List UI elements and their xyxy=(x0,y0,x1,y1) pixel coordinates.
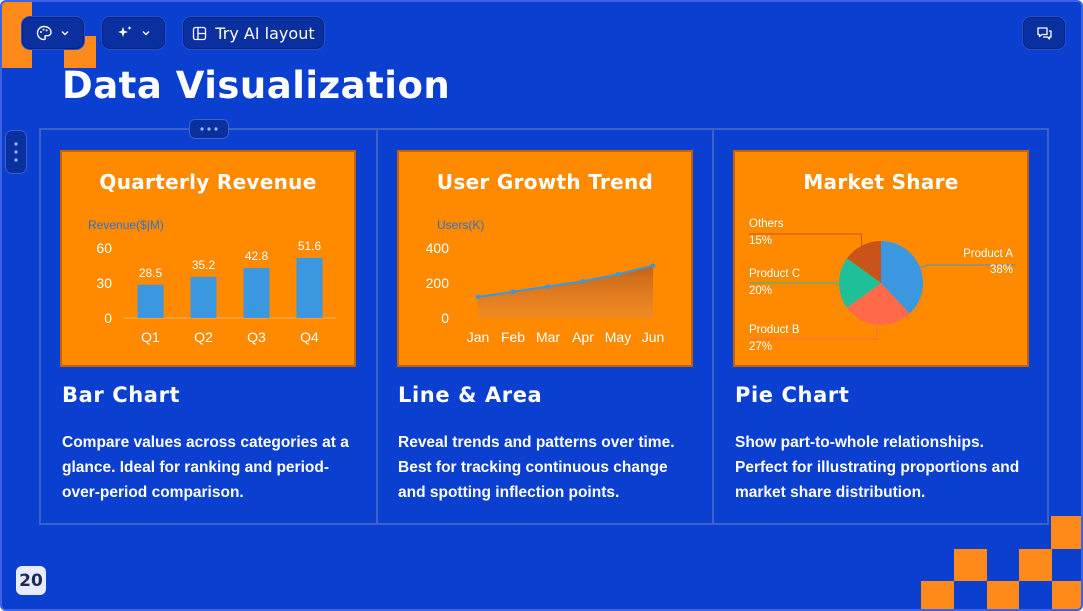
theme-button[interactable] xyxy=(21,16,85,50)
sparkle-icon xyxy=(117,25,133,41)
area-fill xyxy=(478,265,653,318)
line-chart-description[interactable]: Reveal trends and patterns over time. Be… xyxy=(398,434,675,501)
pie-chart-title: Market Share xyxy=(803,170,959,194)
pie-leader-line xyxy=(749,324,878,340)
pie-leader-line xyxy=(749,233,863,246)
palette-icon xyxy=(36,25,52,41)
deco-square xyxy=(987,581,1019,609)
x-tick-label: Apr xyxy=(572,329,594,345)
bar xyxy=(190,276,217,318)
x-tick-label: Q3 xyxy=(247,329,266,345)
chevron-down-icon xyxy=(141,28,151,38)
x-tick-label: Q2 xyxy=(194,329,213,345)
deco-square xyxy=(1051,516,1081,549)
comments-icon xyxy=(1036,26,1053,41)
pie-leader-line xyxy=(919,264,1015,269)
bar xyxy=(137,284,164,318)
data-point xyxy=(615,271,621,277)
chart-grid[interactable]: Revenue($|M) 0 30 60 28.5 Q1 35.2 Q2 42.8 Q3 51.6 Q… xyxy=(39,128,1049,525)
y-tick-label: 0 xyxy=(104,310,112,326)
bar-chart: Revenue($|M) 0 30 60 28.5 Q1 35.2 Q2 42.8 Q3 51.6 Q… xyxy=(88,218,336,345)
deco-square xyxy=(954,549,987,581)
y-tick-label: 60 xyxy=(96,240,112,256)
line-chart-heading[interactable]: Line & Area xyxy=(398,383,543,407)
bar-chart-title: Quarterly Revenue xyxy=(99,170,317,194)
pie-slice-name: Others xyxy=(749,218,784,230)
pie-slice-percent: 20% xyxy=(749,285,772,297)
bar-value-label: 35.2 xyxy=(192,258,216,272)
y-axis-label: Revenue($|M) xyxy=(88,218,164,232)
x-tick-label: Jan xyxy=(467,329,490,345)
data-point xyxy=(545,284,551,289)
bar-value-label: 42.8 xyxy=(245,249,269,263)
pie-slice-name: Product A xyxy=(963,248,1013,260)
pie-slice-percent: 38% xyxy=(990,264,1013,276)
pie-slice xyxy=(881,241,923,314)
line-chart-card[interactable]: Users(K) 0 200 400 Jan Feb Mar Apr May Jun User G… xyxy=(397,150,693,367)
column-divider xyxy=(712,130,714,523)
column-divider xyxy=(376,130,378,523)
data-point xyxy=(580,278,586,284)
chevron-down-icon xyxy=(60,28,70,38)
bar-chart-card[interactable]: Revenue($|M) 0 30 60 28.5 Q1 35.2 Q2 42.8 Q3 51.6 Q… xyxy=(60,150,356,367)
bar-chart-description[interactable]: Compare values across categories at a gl… xyxy=(62,434,349,501)
try-ai-layout-button[interactable]: Try AI layout xyxy=(182,16,325,50)
pie-slice-percent: 15% xyxy=(749,235,772,247)
deco-square xyxy=(921,581,954,609)
line-chart-title: User Growth Trend xyxy=(436,170,654,194)
pie-slice xyxy=(847,241,881,283)
y-tick-label: 200 xyxy=(426,275,450,291)
deco-square xyxy=(1052,581,1081,609)
bar xyxy=(243,268,270,318)
grid-drag-handle[interactable] xyxy=(189,119,229,139)
series-line xyxy=(477,264,654,298)
pie-slice xyxy=(839,258,881,308)
pie-chart-description[interactable]: Show part-to-whole relationships. Perfec… xyxy=(735,434,1020,501)
side-drag-handle[interactable] xyxy=(5,130,27,174)
comments-button[interactable] xyxy=(1022,16,1066,50)
data-point xyxy=(650,263,656,268)
x-tick-label: May xyxy=(605,329,631,345)
bar-chart-heading[interactable]: Bar Chart xyxy=(62,383,181,407)
ai-menu-button[interactable] xyxy=(101,16,166,50)
pie-slice-name: Product B xyxy=(749,324,800,336)
pie-slice xyxy=(847,283,910,325)
data-point xyxy=(510,289,516,295)
bar-value-label: 28.5 xyxy=(139,266,163,280)
y-tick-label: 0 xyxy=(441,310,449,326)
x-tick-label: Q4 xyxy=(300,329,319,345)
pie-chart: Product A 38% Product B 27% Product C 20% Othe… xyxy=(749,218,1015,353)
x-tick-label: Q1 xyxy=(141,329,160,345)
y-tick-label: 30 xyxy=(96,275,112,291)
x-tick-label: Mar xyxy=(536,329,560,345)
y-tick-label: 400 xyxy=(426,240,450,256)
line-chart: Users(K) 0 200 400 Jan Feb Mar Apr May Jun xyxy=(426,218,665,345)
x-tick-label: Jun xyxy=(642,329,665,345)
slide-title[interactable]: Data Visualization xyxy=(62,64,451,107)
bar-value-label: 51.6 xyxy=(298,239,322,253)
page-number: 20 xyxy=(16,566,46,595)
bar xyxy=(296,257,323,318)
try-ai-layout-label: Try AI layout xyxy=(215,23,315,43)
pie-chart-heading[interactable]: Pie Chart xyxy=(735,383,850,407)
deco-square xyxy=(1019,549,1052,581)
data-point xyxy=(475,294,481,300)
pie-slice-name: Product C xyxy=(749,268,800,280)
pie-slice-percent: 27% xyxy=(749,341,772,353)
pie-chart-card[interactable]: Product A 38% Product B 27% Product C 20% Othe… xyxy=(733,150,1029,367)
x-tick-label: Feb xyxy=(501,329,525,345)
layout-icon xyxy=(192,26,207,41)
y-axis-label: Users(K) xyxy=(437,218,484,232)
